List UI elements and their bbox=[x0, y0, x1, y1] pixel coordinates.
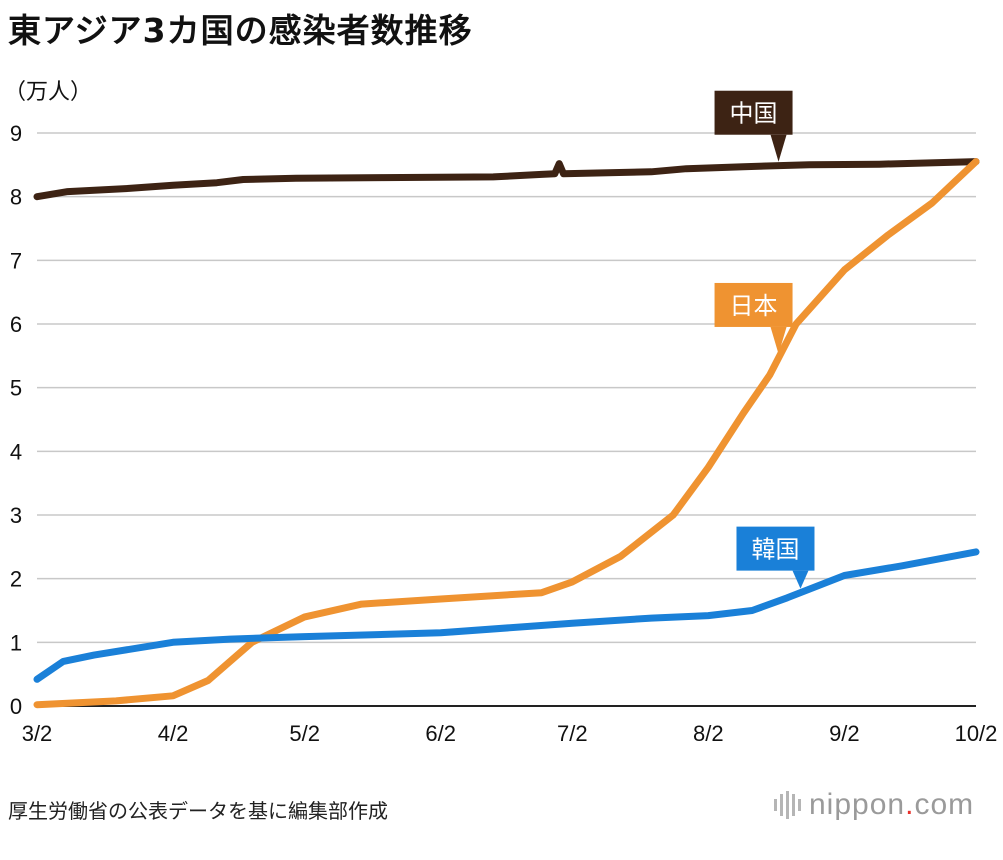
y-tick-label-8: 8 bbox=[10, 185, 22, 210]
logo-text-post: com bbox=[914, 788, 975, 821]
series-label-pointer-0 bbox=[770, 134, 787, 162]
line-chart: 0 1 2 3 4 5 6 7 8 9 3/2 4/2 5/2 6/2 7/2 8/2 9/2 10/2 中国日本韓… bbox=[10, 90, 998, 746]
series-label-0: 中国 bbox=[714, 90, 793, 162]
series-label-2: 韓国 bbox=[736, 526, 815, 589]
series-line-2 bbox=[33, 548, 980, 683]
y-tick-label-6: 6 bbox=[10, 312, 22, 337]
series-label-box-1 bbox=[714, 282, 793, 327]
chart-title: 東アジア3カ国の感染者数推移 bbox=[8, 11, 473, 50]
series-label-box-2 bbox=[736, 526, 815, 571]
x-tick-label-7-2: 7/2 bbox=[557, 721, 588, 746]
y-tick-label-5: 5 bbox=[10, 376, 22, 401]
y-tick-label-7: 7 bbox=[10, 248, 22, 273]
series-line-0 bbox=[33, 158, 980, 201]
nippon-logo: nippon. com bbox=[774, 788, 974, 822]
logo-mark-icon bbox=[774, 791, 801, 819]
series-label-box-0 bbox=[714, 90, 793, 135]
x-tick-label-3-2: 3/2 bbox=[22, 721, 53, 746]
logo-text-pre: nippon bbox=[809, 788, 906, 821]
x-tick-label-6-2: 6/2 bbox=[425, 721, 456, 746]
x-tick-label-8-2: 8/2 bbox=[693, 721, 724, 746]
series-line-1 bbox=[33, 158, 980, 709]
series-label-text-0: 中国 bbox=[730, 100, 778, 128]
source-note: 厚生労働省の公表データを基に編集部作成 bbox=[8, 799, 388, 823]
x-tick-label-9-2: 9/2 bbox=[829, 721, 860, 746]
logo-text-dot: . bbox=[905, 788, 915, 821]
y-tick-label-9: 9 bbox=[10, 121, 22, 146]
x-tick-label-5-2: 5/2 bbox=[289, 721, 320, 746]
series-label-text-2: 韓国 bbox=[751, 536, 799, 564]
x-tick-label-10-2: 10/2 bbox=[955, 721, 998, 746]
y-tick-label-4: 4 bbox=[10, 439, 22, 464]
series-label-text-1: 日本 bbox=[730, 292, 778, 320]
y-tick-label-3: 3 bbox=[10, 503, 22, 528]
y-tick-label-0: 0 bbox=[10, 694, 22, 719]
series-label-pointer-2 bbox=[792, 570, 809, 589]
series-label-1: 日本 bbox=[714, 282, 793, 354]
y-axis-unit-label: （万人） bbox=[4, 80, 93, 105]
series-label-pointer-1 bbox=[770, 326, 787, 354]
y-tick-label-1: 1 bbox=[10, 630, 22, 655]
x-tick-label-4-2: 4/2 bbox=[158, 721, 189, 746]
y-tick-label-2: 2 bbox=[10, 567, 22, 592]
